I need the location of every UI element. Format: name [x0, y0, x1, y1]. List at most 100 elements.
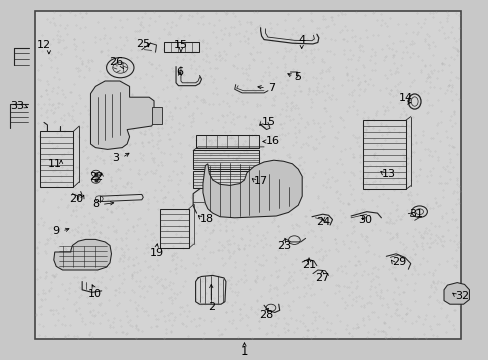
Point — [218, 256, 226, 261]
Point — [32, 311, 40, 317]
Point — [229, 174, 237, 179]
Point — [235, 90, 243, 96]
Point — [86, 195, 94, 201]
Point — [449, 144, 457, 150]
Point — [422, 240, 430, 246]
Point — [303, 60, 310, 66]
Point — [308, 56, 316, 62]
Point — [59, 102, 66, 107]
Point — [306, 335, 314, 341]
Point — [360, 109, 367, 114]
Point — [441, 210, 449, 215]
Point — [212, 91, 220, 97]
Point — [184, 16, 192, 22]
Point — [320, 16, 328, 22]
Point — [197, 111, 204, 116]
Point — [396, 80, 404, 85]
Point — [78, 14, 85, 20]
Point — [451, 216, 459, 222]
Point — [236, 38, 244, 44]
Point — [185, 32, 193, 38]
Point — [91, 283, 99, 289]
Point — [198, 275, 206, 281]
Point — [267, 220, 275, 225]
Point — [348, 103, 356, 108]
Point — [254, 261, 262, 267]
Point — [153, 130, 161, 135]
Point — [203, 269, 210, 275]
Point — [325, 68, 332, 74]
Point — [391, 68, 399, 74]
Point — [92, 123, 100, 129]
Point — [386, 334, 394, 340]
Point — [179, 309, 187, 314]
Point — [211, 52, 219, 58]
Point — [104, 197, 112, 203]
Point — [433, 68, 441, 74]
Point — [227, 288, 235, 294]
Point — [94, 310, 102, 315]
Point — [291, 41, 299, 46]
Text: 24: 24 — [315, 217, 330, 227]
Point — [238, 226, 245, 231]
Point — [166, 328, 174, 334]
Point — [190, 48, 198, 54]
Point — [377, 328, 385, 333]
Point — [34, 150, 41, 156]
Point — [393, 284, 401, 289]
Point — [413, 53, 421, 58]
Point — [449, 35, 457, 41]
Point — [43, 16, 51, 22]
Point — [406, 83, 413, 89]
Point — [240, 246, 248, 252]
Point — [419, 230, 427, 236]
Point — [50, 109, 58, 115]
Point — [96, 229, 103, 234]
Point — [258, 163, 265, 168]
Text: 15: 15 — [174, 40, 187, 50]
Point — [361, 12, 368, 18]
Point — [42, 269, 50, 275]
Point — [217, 36, 225, 42]
Point — [315, 140, 323, 146]
Point — [104, 235, 112, 240]
Point — [267, 303, 275, 309]
Point — [348, 302, 356, 308]
Point — [419, 88, 427, 94]
Point — [54, 244, 61, 250]
Point — [129, 223, 137, 229]
Point — [71, 191, 79, 197]
Point — [259, 176, 267, 181]
Point — [76, 312, 84, 318]
Point — [72, 65, 80, 71]
Point — [399, 289, 407, 294]
Point — [388, 52, 396, 58]
Point — [454, 12, 462, 18]
Point — [200, 255, 207, 261]
Point — [280, 325, 287, 330]
Point — [371, 274, 379, 279]
Point — [382, 255, 389, 261]
Point — [97, 279, 105, 285]
Point — [152, 65, 160, 71]
Point — [151, 312, 159, 318]
Point — [56, 22, 63, 28]
Point — [43, 78, 51, 84]
Point — [129, 61, 137, 67]
Point — [78, 58, 86, 64]
Point — [258, 135, 265, 141]
Point — [350, 210, 358, 216]
Point — [422, 203, 430, 209]
Point — [253, 311, 261, 317]
Point — [51, 54, 59, 60]
Point — [394, 129, 402, 135]
Point — [307, 50, 315, 55]
Point — [218, 242, 225, 248]
Point — [449, 307, 457, 313]
Point — [213, 247, 221, 253]
Point — [405, 133, 412, 139]
Point — [171, 105, 179, 111]
Point — [452, 225, 460, 230]
Point — [326, 36, 334, 42]
Point — [192, 183, 200, 189]
